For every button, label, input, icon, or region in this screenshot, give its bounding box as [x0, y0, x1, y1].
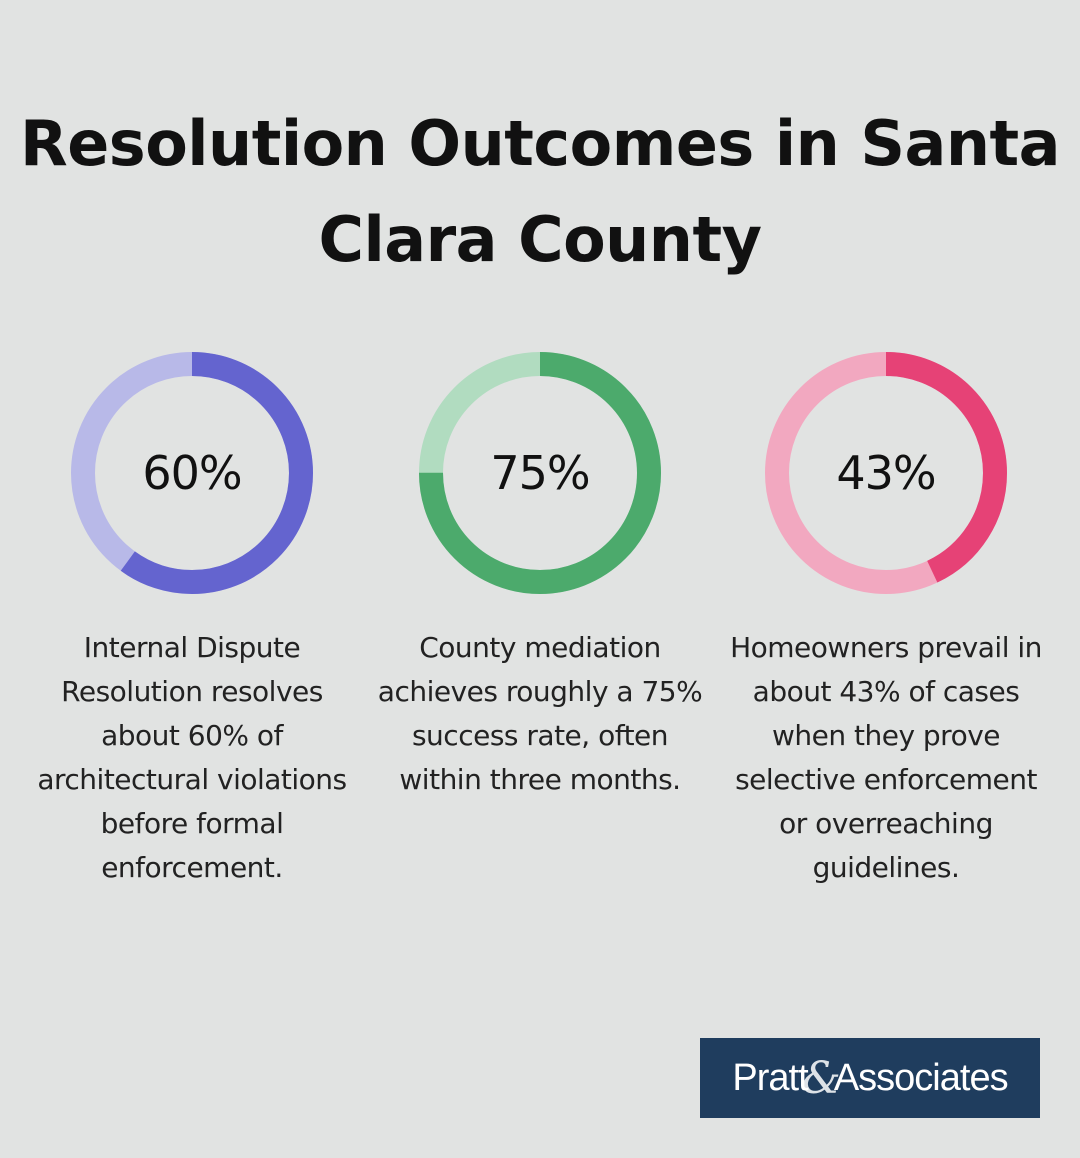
donut-value-2: 75% — [490, 446, 590, 500]
donut-value-3: 43% — [836, 446, 936, 500]
donut-svg-2 — [419, 352, 661, 594]
logo-text-left: Pratt — [732, 1056, 808, 1099]
donut-chart-3: 43% — [765, 352, 1007, 594]
donut-arc — [765, 352, 1007, 594]
donut-arc — [419, 352, 661, 594]
donut-svg-3 — [765, 352, 1007, 594]
donut-chart-2: 75% — [419, 352, 661, 594]
stat-description-2: County mediation achieves roughly a 75% … — [377, 631, 703, 796]
company-logo: Pratt & Associates — [700, 1038, 1040, 1118]
donut-chart-1: 60% — [71, 352, 313, 594]
stat-description-1: Internal Dispute Resolution resolves abo… — [37, 631, 347, 884]
donut-svg-1 — [71, 352, 313, 594]
page-title: Resolution Outcomes in Santa Clara Count… — [20, 107, 1060, 276]
logo-text-right: Associates — [833, 1056, 1009, 1099]
logo-ampersand: & — [801, 1052, 841, 1104]
stat-description-3: Homeowners prevail in about 43% of cases… — [730, 631, 1042, 884]
donut-value-1: 60% — [142, 446, 242, 500]
donut-arc — [71, 352, 313, 594]
